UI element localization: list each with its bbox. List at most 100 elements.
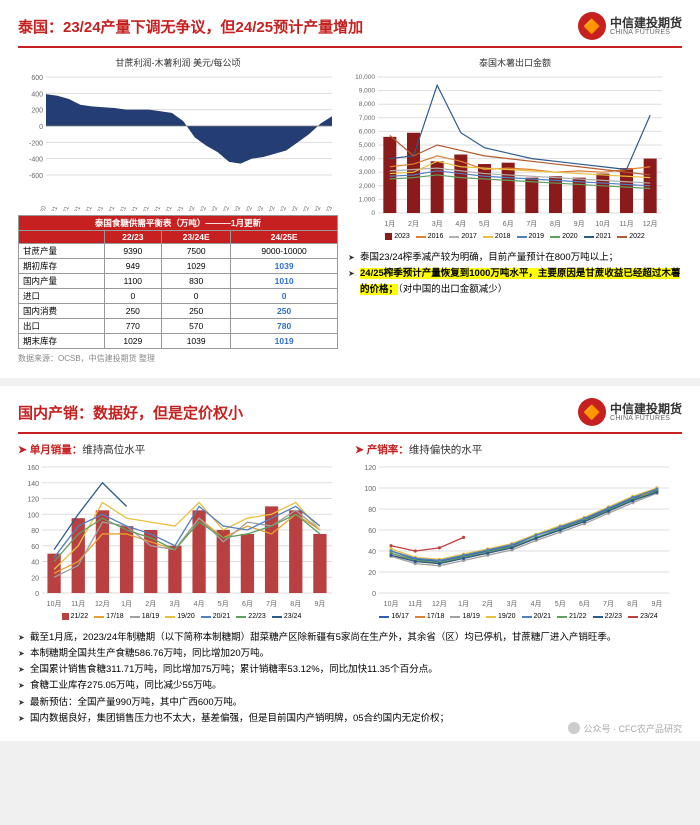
svg-text:0: 0	[372, 591, 376, 598]
table-col-header: 23/24E	[162, 231, 231, 244]
svg-text:2月: 2月	[408, 220, 419, 228]
table-row-label: 甘蔗产量	[19, 244, 105, 259]
table-cell: 949	[104, 259, 162, 274]
note-item: 24/25榨季预计产量恢复到1000万吨水平，主要原因是甘蔗收益已经超过木薯的价…	[348, 266, 682, 298]
slide-thailand: 泰国：23/24产量下调无争议，但24/25预计产量增加 🔶 中信建投期货 CH…	[0, 0, 700, 378]
footer-tag: 公众号 · CFC农产品研究	[568, 722, 683, 735]
svg-text:8月: 8月	[290, 600, 301, 608]
note-item: 泰国23/24榨季减产较为明确，目前产量预计在800万吨以上；	[348, 250, 682, 266]
table-cell: 1010	[231, 274, 338, 289]
svg-text:0: 0	[371, 210, 375, 217]
svg-text:600: 600	[31, 75, 43, 82]
svg-text:4月: 4月	[531, 600, 542, 608]
table-row-label: 期初库存	[19, 259, 105, 274]
svg-text:60: 60	[368, 528, 376, 535]
table-cell: 1100	[104, 274, 162, 289]
table-cell: 830	[162, 274, 231, 289]
divider	[18, 46, 682, 48]
svg-text:Feb-21: Feb-21	[57, 205, 70, 211]
svg-text:11月: 11月	[71, 600, 85, 608]
table-col-header: 22/23	[104, 231, 162, 244]
svg-text:40: 40	[31, 560, 39, 567]
divider	[18, 432, 682, 434]
bullet-item: 食糖工业库存275.05万吨，同比减少55万吨。	[18, 678, 682, 694]
svg-text:2月: 2月	[482, 600, 493, 608]
svg-text:5月: 5月	[555, 600, 566, 608]
svg-text:3,000: 3,000	[359, 169, 376, 176]
svg-text:140: 140	[27, 481, 39, 488]
svg-text:4月: 4月	[455, 220, 466, 228]
table-cell: 0	[162, 289, 231, 304]
bullet-item: 本制糖期全国共生产食糖586.76万吨，同比增加20万吨。	[18, 646, 682, 662]
svg-text:7,000: 7,000	[359, 115, 376, 122]
svg-text:-200: -200	[29, 140, 43, 147]
svg-text:-600: -600	[29, 173, 43, 180]
table-cell: 0	[231, 289, 338, 304]
svg-text:Dec-20: Dec-20	[34, 205, 48, 211]
svg-text:2月: 2月	[145, 600, 156, 608]
svg-text:20: 20	[31, 575, 39, 582]
svg-text:7月: 7月	[526, 220, 537, 228]
table-cell: 1029	[162, 259, 231, 274]
table-cell: 7500	[162, 244, 231, 259]
table-cell: 9390	[104, 244, 162, 259]
monthly-sales-chart: 02040608010012014016010月11月12月1月2月3月4月5月…	[18, 461, 338, 611]
svg-text:10月: 10月	[595, 220, 610, 228]
ratio-legend: 16/1717/1818/1919/2020/2121/2222/2323/24	[355, 613, 682, 620]
production-sales-ratio-chart: 02040608010012010月11月12月1月2月3月4月5月6月7月8月…	[355, 461, 675, 611]
logo-icon: 🔶	[578, 12, 606, 40]
slide2-bullets: 截至1月底，2023/24年制糖期（以下简称本制糖期）甜菜糖产区除新疆有5家尚在…	[18, 630, 682, 727]
svg-text:5月: 5月	[479, 220, 490, 228]
svg-text:200: 200	[31, 108, 43, 115]
svg-text:6,000: 6,000	[359, 128, 376, 135]
svg-text:0: 0	[39, 124, 43, 131]
table-header-main: 泰国食糖供需平衡表（万吨）———1月更新	[19, 216, 338, 231]
sub-left: ➤ 单月销量：维持高位水平	[18, 442, 345, 457]
table-cell: 250	[104, 304, 162, 319]
table-cell: 1019	[231, 334, 338, 349]
svg-text:Jan-23: Jan-23	[321, 205, 334, 211]
svg-text:1,000: 1,000	[359, 196, 376, 203]
table-cell: 1039	[231, 259, 338, 274]
svg-text:100: 100	[364, 486, 376, 493]
svg-text:Nov-22: Nov-22	[298, 205, 312, 211]
svg-text:8,000: 8,000	[359, 101, 376, 108]
logo: 🔶 中信建投期货 CHINA FUTURES	[578, 398, 682, 426]
svg-text:Jul-21: Jul-21	[116, 205, 129, 211]
sub-right: ➤ 产销率：维持偏快的水平	[355, 442, 682, 457]
table-cell: 570	[162, 319, 231, 334]
slide1-right-col: 泰国木薯出口金额 01,0002,0003,0004,0005,0006,000…	[348, 56, 682, 364]
table-row-label: 期末库存	[19, 334, 105, 349]
table-cell: 770	[104, 319, 162, 334]
logo-en: CHINA FUTURES	[610, 415, 682, 422]
svg-text:5月: 5月	[218, 600, 229, 608]
slide1-notes: 泰国23/24榨季减产较为明确，目前产量预计在800万吨以上；24/25榨季预计…	[348, 250, 682, 298]
svg-text:3月: 3月	[432, 220, 443, 228]
slide1-header: 泰国：23/24产量下调无争议，但24/25预计产量增加 🔶 中信建投期货 CH…	[18, 12, 682, 40]
slide2-left-col: ➤ 单月销量：维持高位水平 02040608010012014016010月11…	[18, 442, 345, 620]
table-cell: 250	[162, 304, 231, 319]
svg-text:Sep-22: Sep-22	[275, 205, 289, 211]
svg-text:12月: 12月	[643, 220, 658, 228]
svg-text:7月: 7月	[266, 600, 277, 608]
chart-right-title: 泰国木薯出口金额	[348, 56, 682, 69]
svg-text:Aug-22: Aug-22	[263, 205, 277, 211]
table-cell: 1029	[104, 334, 162, 349]
svg-text:Jun-22: Jun-22	[241, 205, 254, 211]
svg-text:9月: 9月	[574, 220, 585, 228]
table-row-label: 出口	[19, 319, 105, 334]
svg-text:11月: 11月	[408, 600, 422, 608]
svg-text:Mar-21: Mar-21	[69, 205, 82, 211]
svg-text:Mar-22: Mar-22	[206, 205, 219, 211]
svg-text:2,000: 2,000	[359, 183, 376, 190]
thailand-sugar-balance-table: 泰国食糖供需平衡表（万吨）———1月更新 22/2323/24E24/25E 甘…	[18, 215, 338, 349]
bullet-item: 最新预估：全国产量990万吨，其中广西600万吨。	[18, 695, 682, 711]
svg-text:120: 120	[27, 497, 39, 504]
table-row-label: 国内消费	[19, 304, 105, 319]
svg-text:-400: -400	[29, 157, 43, 164]
svg-text:Jun-21: Jun-21	[103, 205, 116, 211]
svg-text:80: 80	[31, 528, 39, 535]
thailand-cassava-export-chart: 01,0002,0003,0004,0005,0006,0007,0008,00…	[348, 71, 668, 231]
svg-text:160: 160	[27, 465, 39, 472]
svg-text:Nov-21: Nov-21	[160, 205, 174, 211]
